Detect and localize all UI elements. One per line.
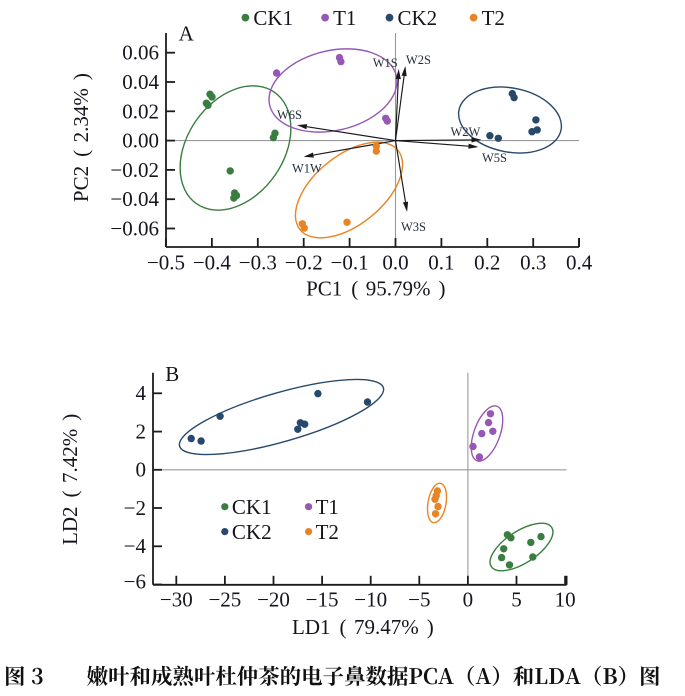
svg-text:2: 2	[136, 420, 147, 444]
svg-text:−20: −20	[257, 587, 290, 611]
svg-text:−5: −5	[408, 587, 430, 611]
svg-text:0.04: 0.04	[122, 70, 159, 94]
svg-text:−0.02: −0.02	[110, 158, 159, 182]
svg-text:−30: −30	[160, 587, 193, 611]
svg-text:0: 0	[136, 458, 147, 482]
svg-text:−0.04: −0.04	[110, 187, 159, 211]
svg-text:0.3: 0.3	[520, 251, 546, 275]
svg-text:W2W: W2W	[451, 125, 481, 139]
svg-text:W1W: W1W	[292, 162, 322, 176]
svg-text:W1S: W1S	[373, 56, 398, 70]
svg-text:W6S: W6S	[277, 108, 302, 122]
svg-text:0.06: 0.06	[122, 41, 159, 65]
svg-text:CK2: CK2	[398, 6, 438, 30]
svg-text:0.02: 0.02	[122, 99, 159, 123]
svg-text:T1: T1	[316, 495, 339, 519]
svg-text:B: B	[165, 362, 179, 386]
svg-text:PC2(2.34%): PC2(2.34%)	[69, 73, 93, 202]
svg-text:0.4: 0.4	[566, 251, 593, 275]
svg-text:−15: −15	[306, 587, 339, 611]
svg-text:W5S: W5S	[482, 151, 507, 165]
svg-text:−0.5: −0.5	[147, 251, 185, 275]
svg-text:4: 4	[136, 381, 147, 405]
svg-text:−0.3: −0.3	[239, 251, 277, 275]
svg-text:0.2: 0.2	[474, 251, 500, 275]
svg-text:−0.1: −0.1	[331, 251, 369, 275]
svg-text:−10: −10	[354, 587, 387, 611]
svg-text:T2: T2	[482, 6, 505, 30]
svg-text:LD1(79.47%): LD1(79.47%)	[292, 615, 434, 639]
svg-text:A: A	[179, 22, 195, 46]
svg-text:−4: −4	[124, 534, 147, 558]
svg-text:−0.06: −0.06	[110, 217, 159, 241]
svg-text:PC1(95.79%): PC1(95.79%)	[306, 277, 445, 301]
svg-text:−25: −25	[208, 587, 241, 611]
svg-text:CK1: CK1	[253, 6, 293, 30]
svg-text:−0.4: −0.4	[193, 251, 232, 275]
svg-text:T2: T2	[316, 520, 339, 544]
svg-text:10: 10	[555, 587, 576, 611]
svg-text:−2: −2	[124, 496, 146, 520]
svg-text:W3S: W3S	[401, 220, 426, 234]
svg-text:LD2(7.42%): LD2(7.42%)	[58, 414, 82, 545]
svg-text:W2S: W2S	[406, 53, 431, 67]
svg-text:−0.2: −0.2	[285, 251, 323, 275]
svg-text:0: 0	[463, 587, 474, 611]
svg-text:T1: T1	[333, 6, 356, 30]
svg-text:CK1: CK1	[232, 495, 272, 519]
svg-text:CK2: CK2	[232, 520, 272, 544]
svg-text:5: 5	[511, 587, 522, 611]
svg-text:−6: −6	[124, 570, 146, 594]
svg-text:0.0: 0.0	[382, 251, 408, 275]
svg-text:0.1: 0.1	[428, 251, 454, 275]
svg-text:0.00: 0.00	[122, 129, 159, 153]
